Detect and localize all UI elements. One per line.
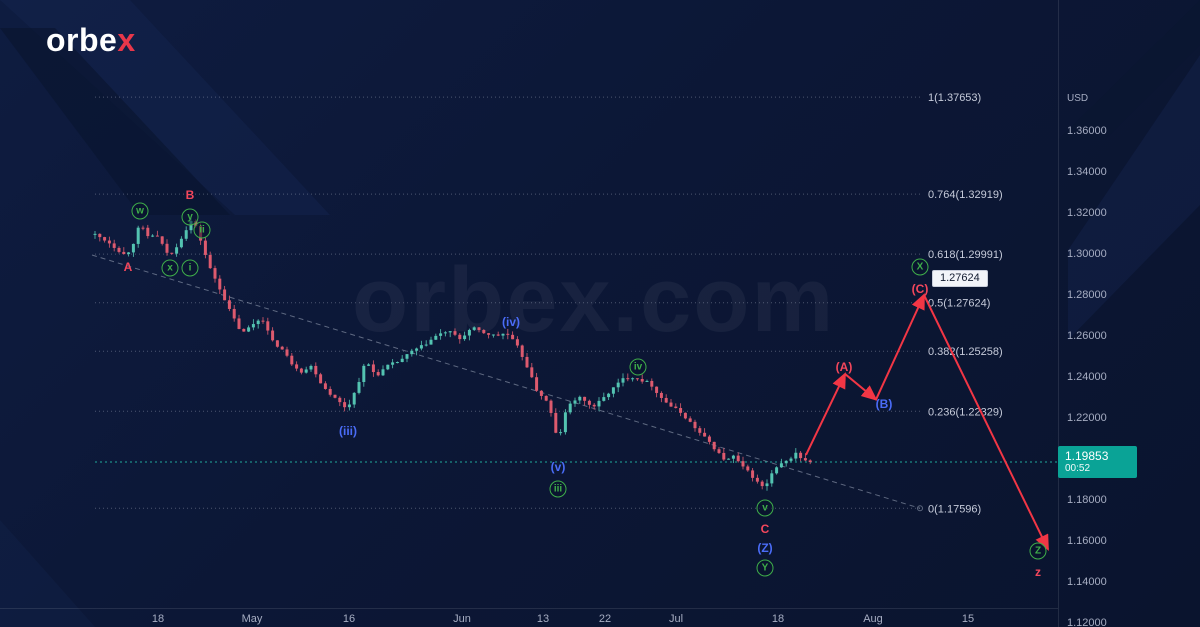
logo-x-letter: x (117, 22, 136, 58)
badge-price: 1.19853 (1065, 449, 1109, 463)
price-axis-label: 1.28000 (1067, 289, 1107, 301)
price-axis-label: 1.32000 (1067, 207, 1107, 219)
time-axis-label: 16 (342, 613, 356, 625)
time-axis-label: Jun (453, 613, 471, 625)
price-axis-label: 1.24000 (1067, 371, 1107, 383)
price-axis-label: 1.30000 (1067, 248, 1107, 260)
fib-level-label: 0.618(1.29991) (928, 249, 1003, 261)
price-axis-label: 1.12000 (1067, 617, 1107, 627)
price-axis-label: 1.22000 (1067, 412, 1107, 424)
time-axis-label: 18 (771, 613, 785, 625)
fib-level-label: 1(1.37653) (928, 92, 981, 104)
time-axis-label: May (241, 613, 263, 625)
logo-text: orbe (46, 22, 118, 58)
time-axis-label: 22 (598, 613, 612, 625)
price-axis-label: 1.14000 (1067, 576, 1107, 588)
fib-level-label: 0.764(1.32919) (928, 189, 1003, 201)
fib-level-label: 0(1.17596) (928, 503, 981, 515)
orbex-logo: orbex (46, 22, 136, 59)
price-axis-label: 1.16000 (1067, 535, 1107, 547)
axis-unit-label: USD (1067, 93, 1089, 104)
price-axis-label: 1.26000 (1067, 330, 1107, 342)
time-axis: 18 May 16 Jun 13 22 Jul 18 Aug 15 (0, 608, 1058, 627)
time-axis-label: Jul (668, 613, 684, 625)
time-axis-label: 18 (151, 613, 165, 625)
time-axis-label: 15 (961, 613, 975, 625)
badge-countdown: 00:52 (1065, 463, 1091, 475)
price-axis-label: 1.18000 (1067, 494, 1107, 506)
price-axis-label: 1.36000 (1067, 125, 1107, 137)
price-axis-label: 1.34000 (1067, 166, 1107, 178)
time-axis-label: Aug (863, 613, 883, 625)
current-price-badge: 1.19853 00:52 (1058, 446, 1137, 479)
watermark: orbex.com (352, 249, 836, 351)
price-tooltip: 1.27624 (932, 270, 988, 287)
fib-level-label: 0.5(1.27624) (928, 298, 990, 310)
fib-level-label: 0.236(1.22329) (928, 406, 1003, 418)
fib-level-label: 0.382(1.25258) (928, 346, 1003, 358)
time-axis-label: 13 (536, 613, 550, 625)
price-axis: USD 1.36000 1.34000 1.32000 1.30000 1.28000 1… (1058, 0, 1200, 627)
